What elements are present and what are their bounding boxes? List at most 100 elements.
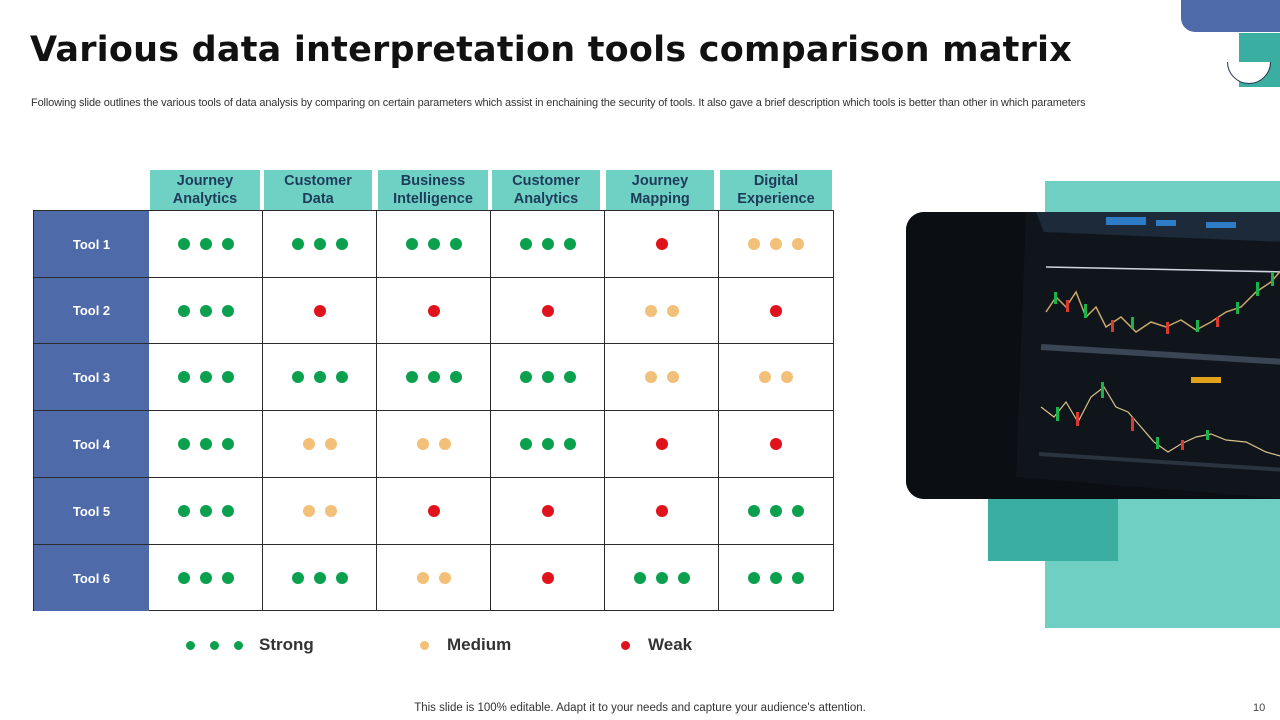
- rating-strong: [291, 572, 348, 584]
- matrix-cell: [605, 545, 719, 611]
- rating-dot: [427, 238, 440, 250]
- rating-dot: [519, 438, 532, 450]
- matrix-cell: [719, 545, 833, 611]
- rating-dot: [519, 371, 532, 383]
- column-header: Customer Analytics: [492, 170, 600, 210]
- column-header: Customer Data: [264, 170, 372, 210]
- row-header: Tool 6: [34, 545, 149, 611]
- rating-dot: [666, 371, 679, 383]
- rating-strong: [177, 438, 234, 450]
- matrix-cell: [491, 211, 605, 278]
- teal-accent-block: [988, 497, 1118, 561]
- rating-strong: [177, 304, 234, 317]
- matrix-cell: [377, 278, 491, 344]
- rating-dot: [324, 438, 337, 450]
- row-header: Tool 4: [34, 411, 149, 478]
- rating-medium: [748, 238, 804, 250]
- rating-dot: [438, 438, 451, 450]
- matrix-cell: [377, 545, 491, 611]
- matrix-cell: [149, 278, 263, 344]
- matrix-cell: [377, 344, 491, 411]
- rating-dot: [405, 371, 418, 383]
- row-header: Tool 1: [34, 211, 149, 278]
- rating-dot: [313, 304, 326, 317]
- rating-weak: [541, 572, 554, 584]
- legend-dot: [210, 640, 219, 650]
- matrix-cell: [149, 478, 263, 545]
- rating-dot: [221, 304, 234, 317]
- rating-weak: [313, 304, 326, 317]
- rating-dot: [199, 438, 212, 450]
- legend-item: Medium: [420, 633, 511, 657]
- rating-dot: [177, 438, 190, 450]
- rating-dot: [655, 505, 668, 517]
- rating-dot: [177, 572, 190, 584]
- rating-weak: [427, 505, 440, 517]
- matrix-cell: [719, 411, 833, 478]
- rating-dot: [177, 505, 190, 517]
- corner-decoration: [1181, 0, 1280, 32]
- rating-dot: [770, 438, 782, 450]
- rating-dot: [563, 371, 576, 383]
- rating-dot: [438, 572, 451, 584]
- rating-dot: [563, 238, 576, 250]
- page-number: 10: [1253, 702, 1266, 714]
- rating-dot: [449, 371, 462, 383]
- column-header-line: Experience: [737, 191, 815, 207]
- rating-dot: [748, 505, 760, 517]
- slide-title: Various data interpretation tools compar…: [30, 30, 1073, 70]
- rating-strong: [519, 371, 576, 383]
- matrix-cell: [263, 478, 377, 545]
- rating-strong: [633, 572, 690, 584]
- rating-dot: [666, 304, 679, 317]
- rating-dot: [335, 238, 348, 250]
- matrix-cell: [491, 344, 605, 411]
- column-header: Journey Mapping: [606, 170, 714, 210]
- rating-dot: [748, 572, 760, 584]
- rating-dot: [199, 371, 212, 383]
- matrix-cell: [377, 478, 491, 545]
- rating-weak: [541, 304, 554, 317]
- rating-dot: [655, 438, 668, 450]
- matrix-cell: [719, 478, 833, 545]
- rating-strong: [291, 371, 348, 383]
- rating-strong: [405, 371, 462, 383]
- matrix-cell: [605, 278, 719, 344]
- rating-dot: [677, 572, 690, 584]
- rating-strong: [177, 238, 234, 250]
- rating-strong: [177, 505, 234, 517]
- rating-weak: [655, 238, 668, 250]
- column-header-line: Journey: [176, 173, 234, 189]
- rating-weak: [770, 438, 782, 450]
- rating-dot: [199, 304, 212, 317]
- rating-dot: [770, 304, 782, 317]
- column-header: Digital Experience: [720, 170, 832, 210]
- row-header: Tool 5: [34, 478, 149, 545]
- legend-dot: [234, 640, 243, 650]
- column-header-line: Journey: [631, 173, 689, 189]
- rating-dot: [324, 505, 337, 517]
- rating-dot: [427, 304, 440, 317]
- legend-item: Weak: [621, 633, 692, 657]
- rating-medium: [302, 438, 337, 450]
- rating-strong: [177, 572, 234, 584]
- rating-dot: [792, 505, 804, 517]
- rating-weak: [770, 304, 782, 317]
- rating-dot: [449, 238, 462, 250]
- slide-subtitle: Following slide outlines the various too…: [31, 97, 1086, 109]
- legend-label: Weak: [648, 635, 693, 654]
- legend-dot: [420, 640, 429, 650]
- matrix-cell: [491, 545, 605, 611]
- matrix-cell: [263, 411, 377, 478]
- matrix-cell: [605, 478, 719, 545]
- legend-label: Medium: [447, 635, 512, 654]
- rating-dot: [770, 238, 782, 250]
- legend-label: Strong: [259, 635, 314, 654]
- matrix-cell: [377, 411, 491, 478]
- rating-dot: [655, 572, 668, 584]
- footer-note: This slide is 100% editable. Adapt it to…: [414, 702, 866, 714]
- rating-dot: [792, 572, 804, 584]
- matrix-cell: [263, 344, 377, 411]
- rating-dot: [655, 238, 668, 250]
- matrix-cell: [263, 545, 377, 611]
